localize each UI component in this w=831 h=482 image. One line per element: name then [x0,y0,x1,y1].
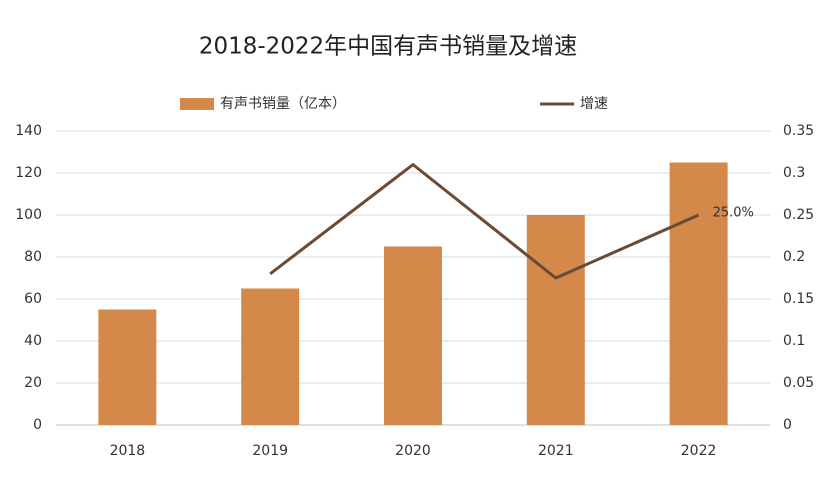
x-tick-label: 2021 [538,443,574,459]
x-tick-label: 2019 [252,443,288,459]
bar [669,162,728,425]
x-tick-label: 2018 [110,443,146,459]
y2-tick-label: 0.05 [783,375,814,391]
y-tick-label: 80 [24,249,42,265]
y-tick-label: 40 [24,333,42,349]
y2-tick-label: 0.1 [783,333,805,349]
y2-tick-label: 0 [783,417,792,433]
y2-tick-label: 0.35 [783,123,814,139]
bar [384,246,442,425]
legend-label: 增速 [580,96,608,112]
data-label: 25.0% [713,206,754,221]
y-tick-label: 100 [15,207,42,223]
y-tick-label: 20 [24,375,42,391]
line [269,162,700,280]
bar [241,288,300,425]
y2-tick-label: 0.2 [783,249,805,265]
y-tick-label: 120 [15,165,42,181]
y-tick-label: 60 [24,291,42,307]
y-tick-label: 140 [15,123,42,139]
y-tick-label: 0 [33,417,42,433]
y2-tick-label: 0.3 [783,165,805,181]
bar [526,215,585,425]
x-tick-label: 2022 [681,443,717,459]
legend-swatch [180,98,214,110]
x-tick-label: 2020 [395,443,431,459]
y2-tick-label: 0.15 [783,291,814,307]
bar [98,309,157,425]
legend-label: 有声书销量（亿本） [220,96,346,112]
chart-title: 2018-2022年中国有声书销量及增速 [199,34,577,60]
y2-tick-label: 0.25 [783,207,814,223]
